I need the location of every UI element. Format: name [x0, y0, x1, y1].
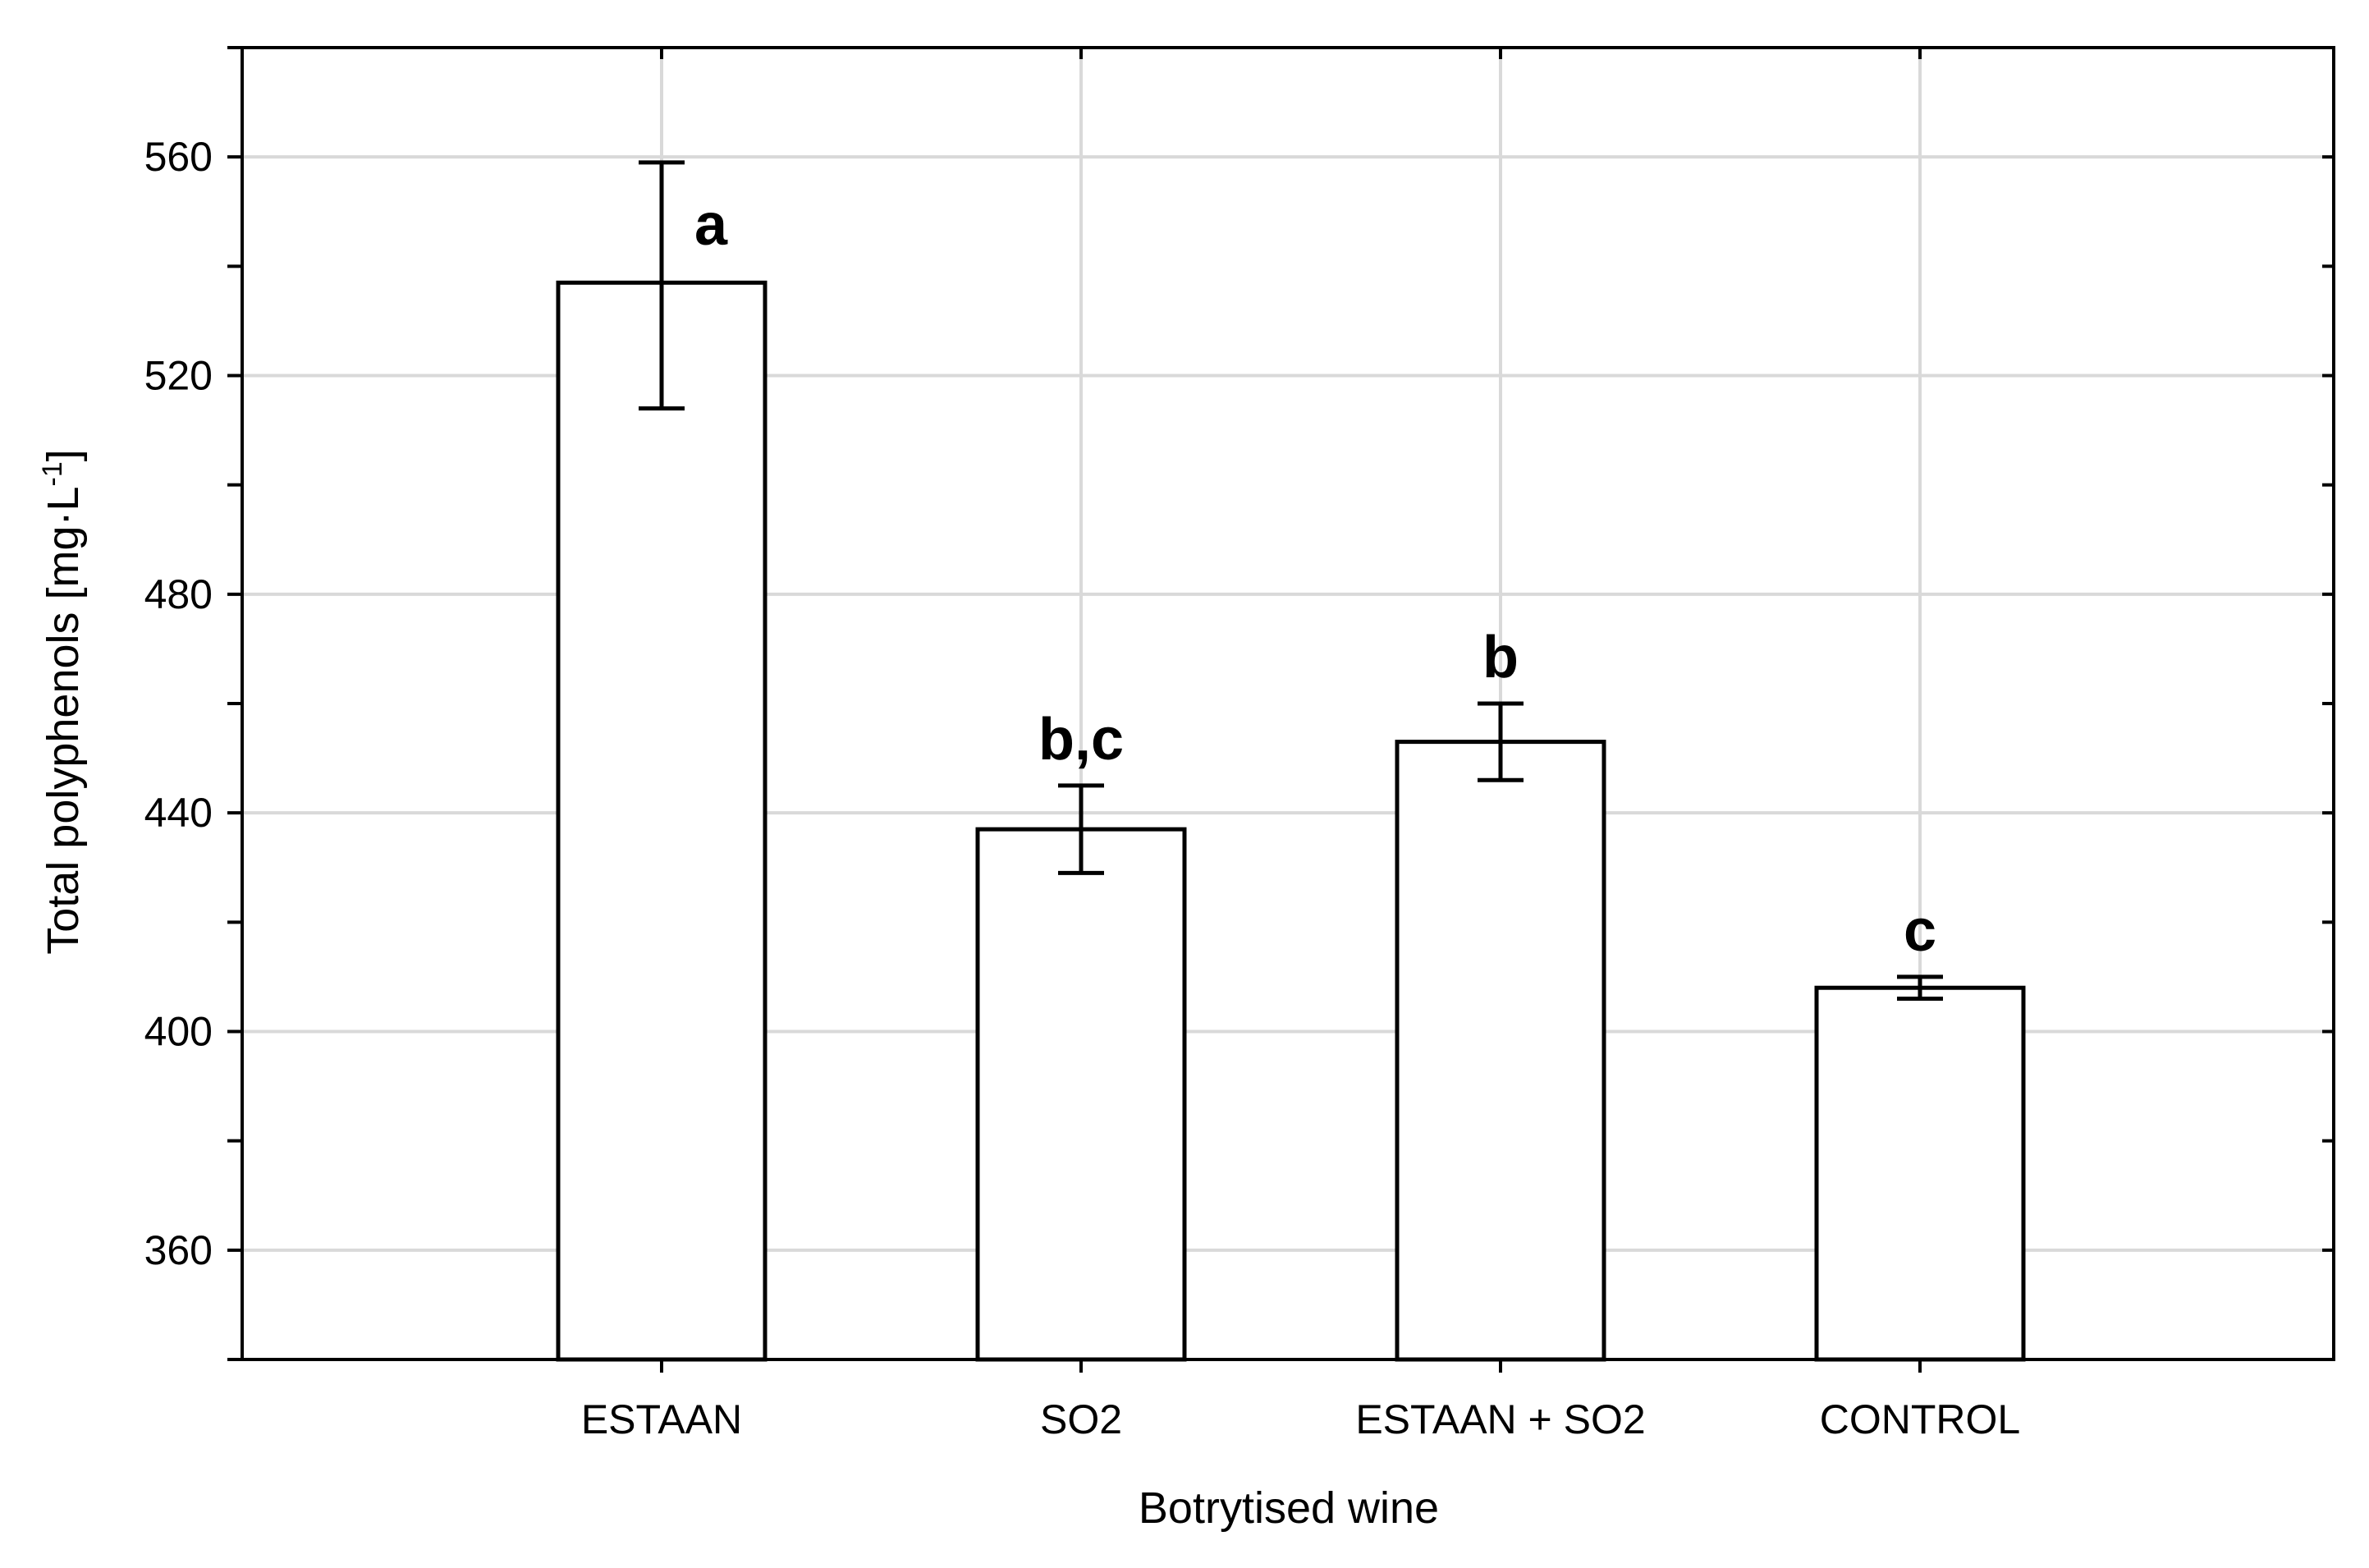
x-tick-label: CONTROL	[1820, 1396, 2020, 1442]
significance-labels: a b,c b c	[694, 192, 1936, 964]
bar-estaan	[556, 280, 768, 1362]
y-tick-label: 440	[144, 790, 213, 836]
bar-estaan-so2	[1395, 740, 1606, 1362]
significance-label: a	[694, 192, 728, 258]
y-axis-title-main: Total polyphenols [mg·L	[39, 486, 88, 954]
y-tick-label: 360	[144, 1227, 213, 1273]
significance-label: c	[1904, 898, 1936, 964]
bars	[556, 280, 2026, 1362]
x-tick-label: SO2	[1040, 1396, 1122, 1442]
x-tick-label: ESTAAN + SO2	[1355, 1396, 1645, 1442]
y-tick-label: 400	[144, 1009, 213, 1055]
y-axis-title-superscript: -1	[37, 461, 68, 486]
significance-label: b,c	[1038, 707, 1124, 773]
error-bars	[639, 160, 1943, 1002]
x-axis-title: Botrytised wine	[1139, 1483, 1439, 1533]
y-axis-title: Total polyphenols [mg·L-1]	[37, 449, 88, 955]
y-tick-label: 560	[144, 134, 213, 180]
x-tick-label: ESTAAN	[581, 1396, 742, 1442]
y-tick-label: 520	[144, 353, 213, 399]
significance-label: b	[1482, 625, 1519, 690]
y-axis-title-suffix: ]	[39, 449, 88, 461]
y-tick-label: 480	[144, 571, 213, 617]
tick-labels: 360 400 440 480 520 560 ESTAAN SO2 ESTAAN + SO2 C…	[144, 134, 2021, 1442]
axes	[227, 46, 2335, 1373]
bar-control	[1814, 985, 2026, 1362]
bar-so2	[975, 827, 1187, 1362]
